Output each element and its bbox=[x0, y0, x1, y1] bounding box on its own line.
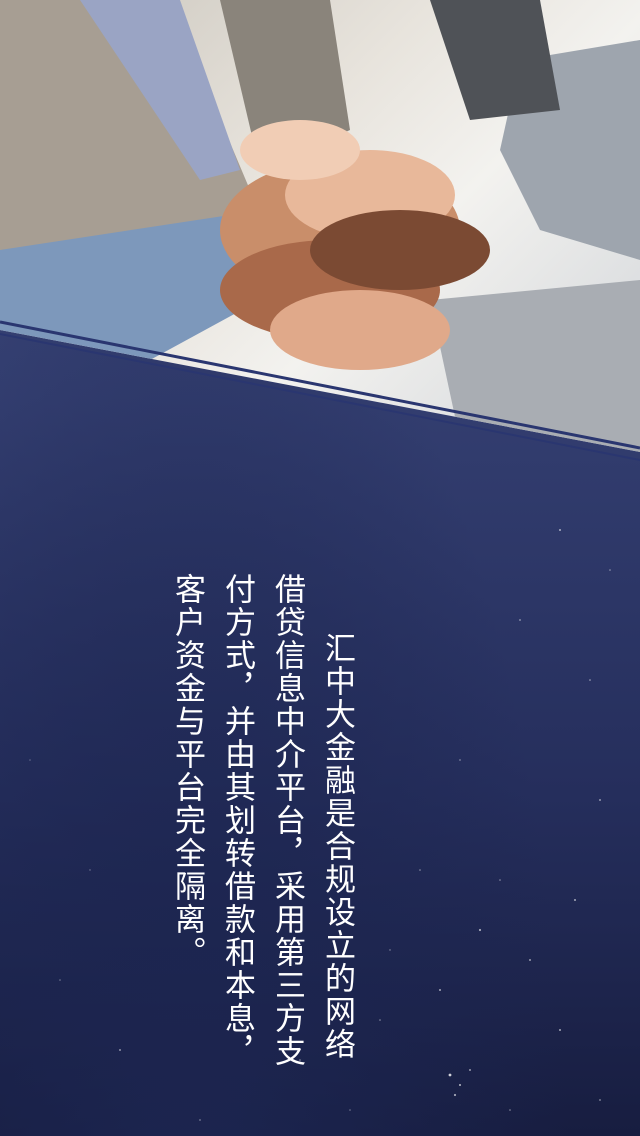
body-text-line-2: 借贷信息中介平台，采用第三方支 bbox=[269, 573, 305, 1068]
diagonal-divider-lines bbox=[0, 320, 640, 461]
body-text-line-1: 汇中大金融是合规设立的网络 bbox=[319, 632, 355, 1061]
body-text-line-4: 客户资金与平台完全隔离。 bbox=[169, 573, 205, 969]
body-text-line-3: 付方式，并由其划转借款和本息， bbox=[219, 573, 255, 1068]
